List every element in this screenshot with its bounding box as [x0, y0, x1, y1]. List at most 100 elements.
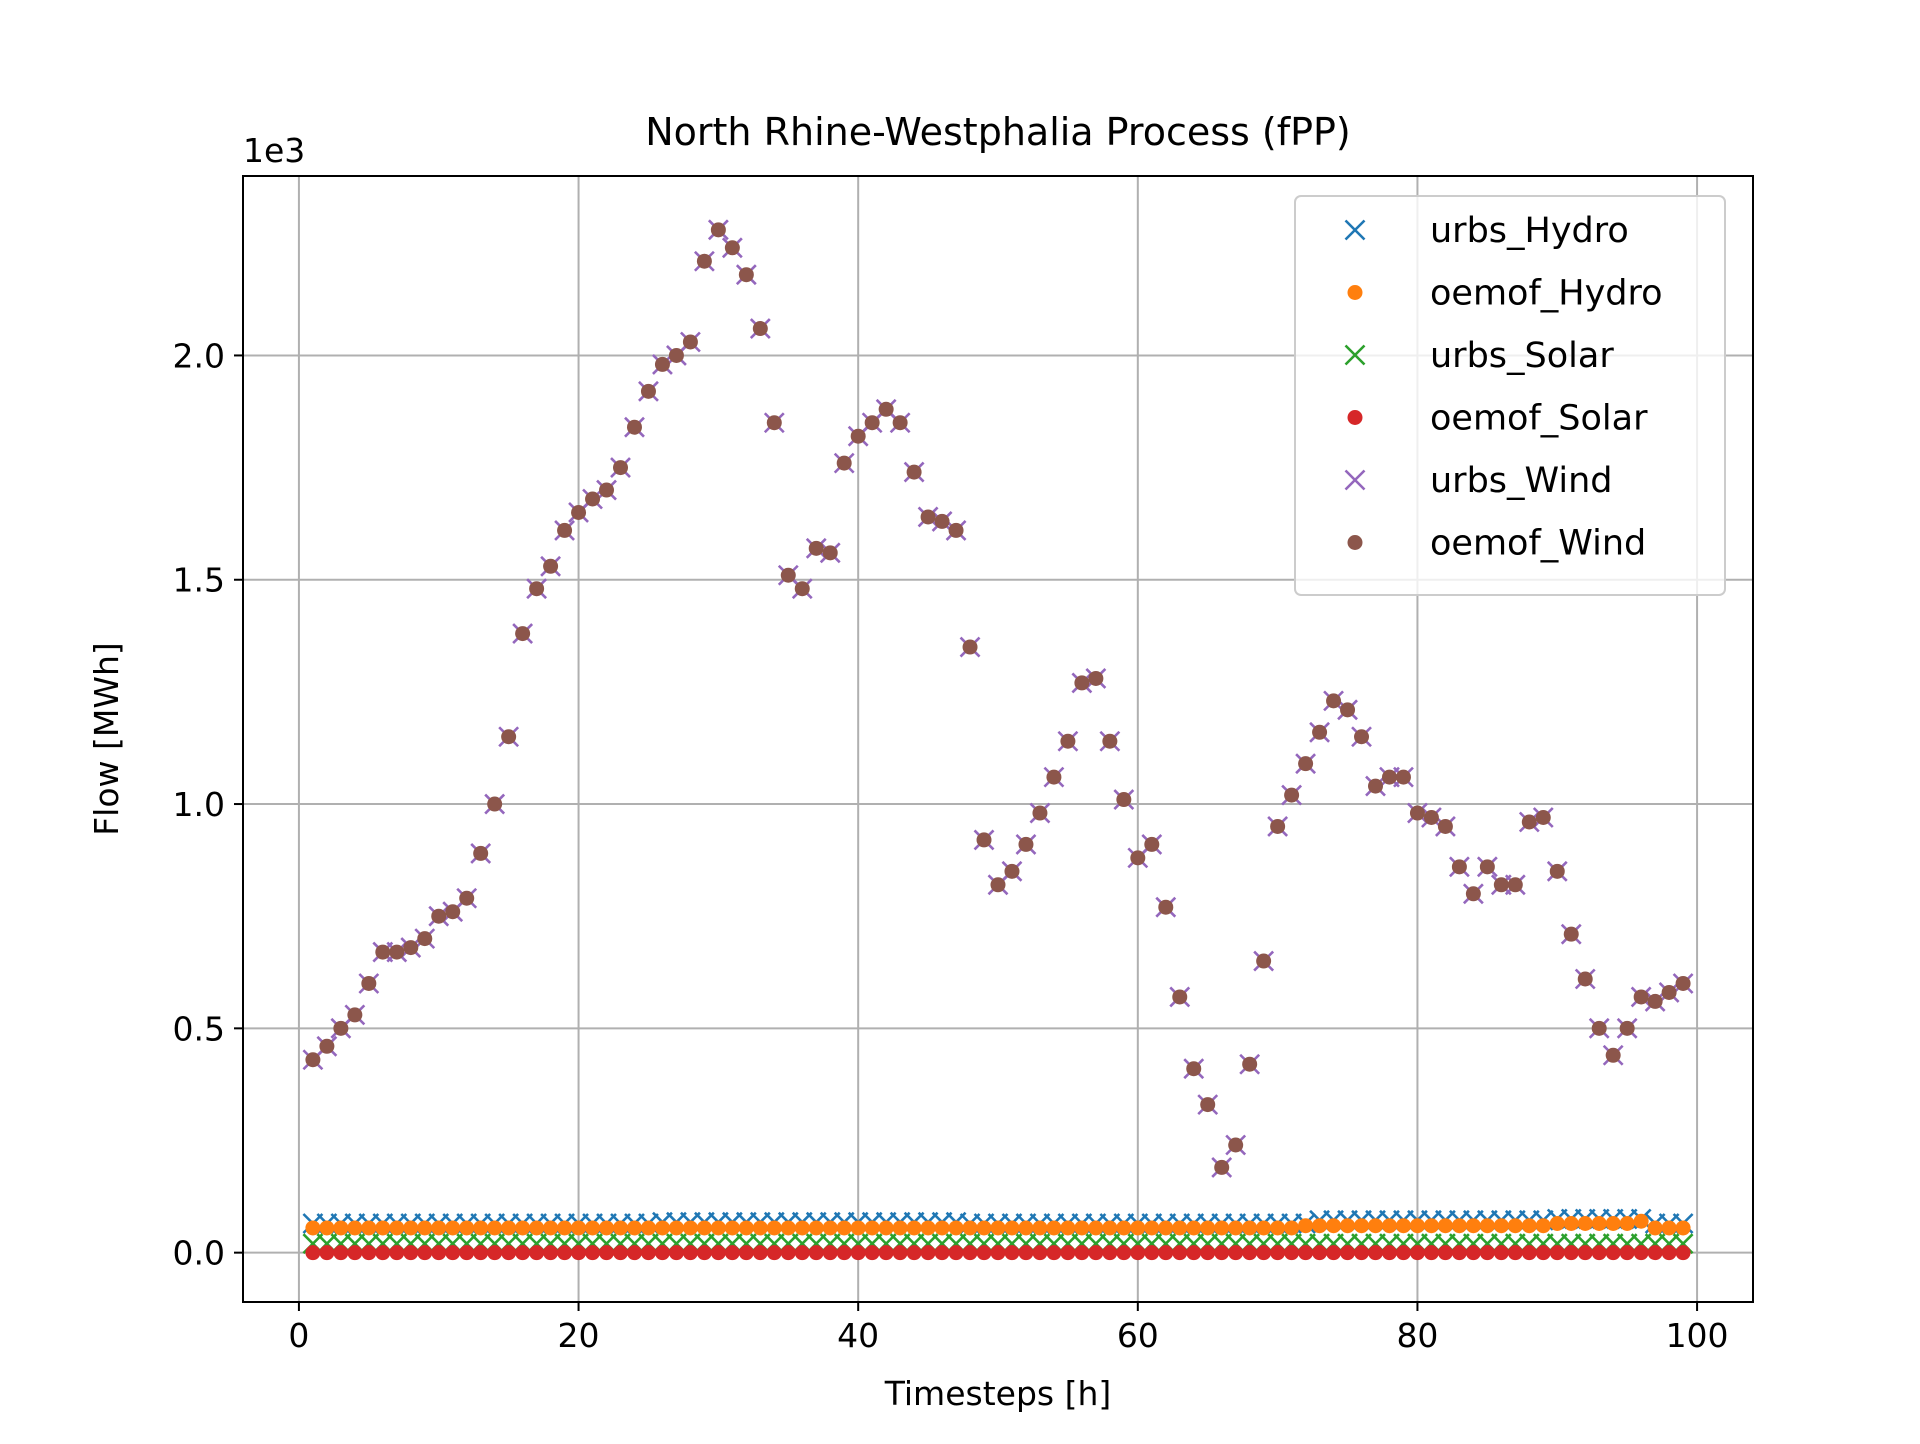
data-point-oemof_Solar — [640, 1245, 656, 1261]
data-point-oemof_Hydro — [347, 1220, 363, 1236]
data-point-oemof_Solar — [459, 1245, 475, 1261]
data-point-oemof_Hydro — [459, 1220, 475, 1236]
data-point-oemof_Hydro — [1284, 1220, 1300, 1236]
data-point-oemof_Wind — [1004, 863, 1020, 879]
data-point-oemof_Solar — [1423, 1245, 1439, 1261]
data-point-oemof_Wind — [1158, 899, 1174, 915]
data-point-oemof_Solar — [1493, 1245, 1509, 1261]
data-point-oemof_Solar — [738, 1245, 754, 1261]
data-point-oemof_Solar — [1368, 1245, 1383, 1261]
tick-layer: 0 20 40 60 80 100 0.0 0.5 1.0 1.5 2.0 — [173, 336, 1729, 1355]
data-point-oemof_Hydro — [1381, 1218, 1397, 1234]
data-point-oemof_Hydro — [1074, 1220, 1090, 1236]
data-point-oemof_Wind — [319, 1038, 335, 1054]
data-point-oemof_Wind — [976, 832, 992, 848]
data-point-oemof_Hydro — [752, 1220, 768, 1236]
data-point-oemof_Hydro — [1242, 1220, 1258, 1236]
data-point-oemof_Solar — [1004, 1245, 1020, 1261]
data-point-oemof_Wind — [948, 522, 964, 538]
data-point-oemof_Hydro — [878, 1220, 894, 1236]
legend-item: urbs_Wind — [1344, 461, 1613, 501]
data-point-oemof_Wind — [599, 482, 615, 498]
data-point-oemof_Wind — [515, 626, 531, 642]
data-point-oemof_Solar — [543, 1245, 559, 1261]
data-point-oemof_Solar — [571, 1245, 587, 1261]
data-point-oemof_Hydro — [780, 1220, 796, 1236]
data-point-oemof_Wind — [543, 558, 559, 574]
data-point-oemof_Hydro — [906, 1220, 922, 1236]
data-point-oemof_Wind — [626, 419, 642, 435]
data-point-oemof_Hydro — [1340, 1218, 1356, 1234]
data-point-oemof_Wind — [1116, 792, 1132, 808]
legend-item: urbs_Hydro — [1344, 211, 1629, 251]
data-point-oemof_Solar — [1395, 1245, 1411, 1261]
data-point-oemof_Hydro — [1521, 1218, 1537, 1234]
data-point-oemof_Wind — [557, 522, 573, 538]
data-point-oemof_Solar — [1018, 1245, 1034, 1261]
data-point-oemof_Hydro — [1507, 1218, 1523, 1234]
data-point-oemof_Wind — [571, 504, 587, 520]
data-point-oemof_Hydro — [1186, 1220, 1202, 1236]
data-layer — [302, 219, 1694, 1261]
data-point-oemof_Wind — [864, 415, 880, 431]
data-point-oemof_Solar — [794, 1245, 810, 1261]
data-point-oemof_Hydro — [1256, 1220, 1272, 1236]
data-point-oemof_Wind — [1563, 926, 1579, 942]
data-point-oemof_Wind — [990, 877, 1006, 893]
legend-label: urbs_Solar — [1430, 336, 1614, 376]
data-point-oemof_Wind — [1535, 810, 1551, 826]
data-point-oemof_Wind — [1591, 1020, 1607, 1036]
data-point-oemof_Solar — [920, 1245, 936, 1261]
legend-marker-oemof_Hydro — [1347, 285, 1363, 300]
legend-marker-urbs_Solar — [1344, 344, 1366, 366]
data-point-oemof_Solar — [557, 1245, 573, 1261]
data-point-oemof_Solar — [1326, 1245, 1342, 1261]
data-point-oemof_Wind — [305, 1052, 321, 1068]
data-point-oemof_Hydro — [1354, 1218, 1370, 1234]
data-point-oemof_Solar — [962, 1245, 978, 1261]
data-point-oemof_Hydro — [389, 1220, 405, 1236]
data-point-oemof_Hydro — [668, 1220, 684, 1236]
data-point-oemof_Solar — [1186, 1245, 1202, 1261]
data-point-oemof_Hydro — [1144, 1220, 1160, 1236]
data-point-oemof_Wind — [1298, 756, 1314, 772]
data-point-oemof_Solar — [1228, 1245, 1244, 1261]
x-tick-label: 60 — [1117, 1316, 1159, 1355]
data-point-oemof_Solar — [710, 1245, 726, 1261]
data-point-oemof_Solar — [878, 1245, 894, 1261]
data-point-oemof_Hydro — [1395, 1218, 1411, 1234]
data-point-oemof_Wind — [1032, 805, 1048, 821]
data-point-oemof_Hydro — [696, 1220, 712, 1236]
data-point-oemof_Wind — [696, 253, 712, 269]
data-point-oemof_Wind — [710, 222, 726, 238]
data-point-oemof_Wind — [431, 908, 447, 924]
legend-label: urbs_Wind — [1430, 461, 1613, 501]
legend-label: urbs_Hydro — [1430, 211, 1629, 251]
data-point-oemof_Solar — [361, 1245, 377, 1261]
data-point-oemof_Hydro — [1647, 1220, 1663, 1236]
data-point-oemof_Wind — [501, 729, 517, 745]
data-point-oemof_Solar — [948, 1245, 964, 1261]
data-point-oemof_Wind — [920, 509, 936, 525]
legend-item: urbs_Solar — [1344, 336, 1614, 376]
data-point-oemof_Hydro — [1116, 1220, 1132, 1236]
legend-marker-oemof_Wind — [1347, 535, 1363, 550]
data-point-oemof_Solar — [990, 1245, 1006, 1261]
data-point-oemof_Wind — [1521, 814, 1537, 830]
data-point-oemof_Wind — [1186, 1061, 1202, 1077]
data-point-oemof_Solar — [1675, 1245, 1691, 1261]
data-point-oemof_Hydro — [990, 1220, 1006, 1236]
data-point-oemof_Hydro — [1591, 1215, 1607, 1231]
data-point-oemof_Hydro — [766, 1220, 782, 1236]
data-point-oemof_Wind — [1368, 778, 1383, 794]
data-point-oemof_Hydro — [1088, 1220, 1104, 1236]
data-point-oemof_Solar — [501, 1245, 517, 1261]
data-point-oemof_Wind — [1046, 769, 1062, 785]
data-point-oemof_Hydro — [1563, 1215, 1579, 1231]
data-point-oemof_Wind — [333, 1020, 349, 1036]
data-point-oemof_Solar — [892, 1245, 908, 1261]
data-point-oemof_Hydro — [1200, 1220, 1216, 1236]
data-point-oemof_Wind — [906, 464, 922, 480]
data-point-oemof_Wind — [1214, 1159, 1230, 1175]
